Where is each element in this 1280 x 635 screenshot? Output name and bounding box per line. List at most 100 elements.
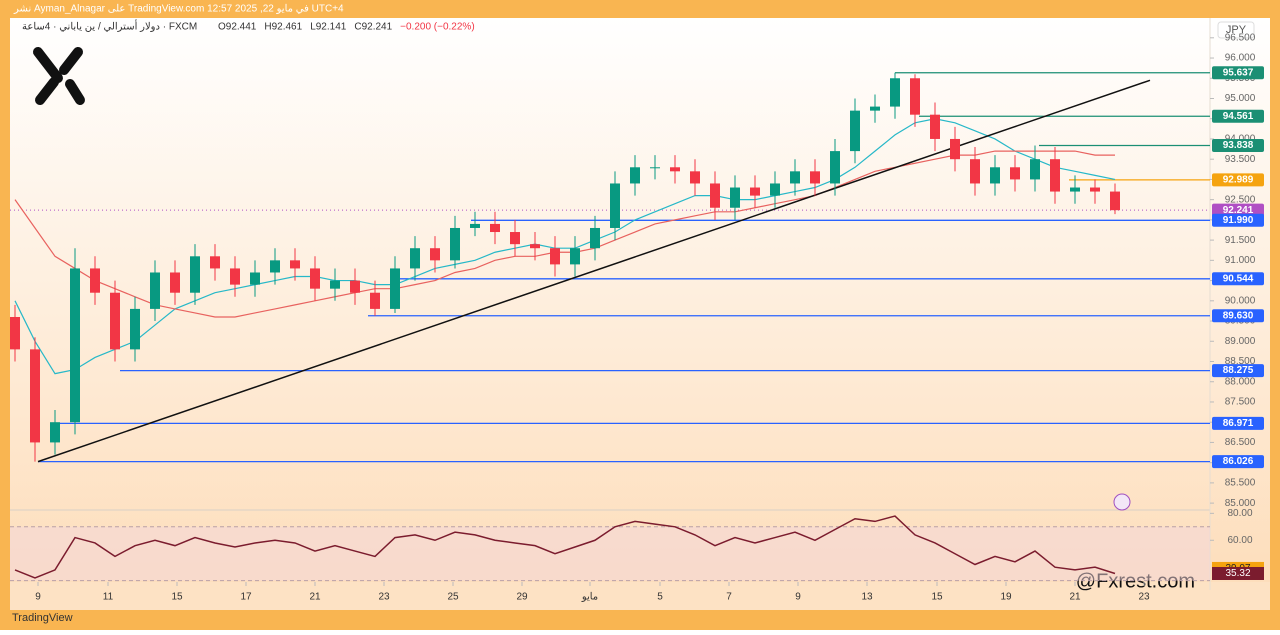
candle-body bbox=[710, 183, 720, 208]
candle-body bbox=[1090, 187, 1100, 192]
candle-body bbox=[470, 223, 480, 228]
ohlc-value: C92.241 bbox=[354, 22, 392, 33]
level-label-box bbox=[1212, 109, 1264, 123]
candle-body bbox=[270, 260, 280, 273]
candle-body bbox=[570, 248, 580, 265]
symbol: دولار أسترالي / ين ياباني · 4ساعة · FXCM bbox=[22, 20, 197, 33]
ohlc-legend: O92.441 H92.461 L92.141 C92.241 −0.200 (−0.2… bbox=[218, 22, 475, 33]
level-label-box bbox=[1212, 139, 1264, 153]
candle-body bbox=[150, 272, 160, 309]
trendline bbox=[37, 79, 1151, 463]
y-tick-label: 88.000 bbox=[1225, 376, 1256, 387]
y-tick-label: 88.500 bbox=[1225, 356, 1256, 367]
y-tick-label: 87.500 bbox=[1225, 397, 1256, 408]
x-tick-label: 21 bbox=[1069, 592, 1081, 603]
level-label: 89.630 bbox=[1223, 310, 1254, 321]
x-tick-label: 25 bbox=[447, 592, 459, 603]
y-tick-label: 90.000 bbox=[1225, 295, 1256, 306]
y-tick-label: 96.000 bbox=[1225, 53, 1256, 64]
candle-body bbox=[250, 272, 260, 285]
x-tick-label: 7 bbox=[726, 592, 732, 603]
alert-icon bbox=[1113, 493, 1131, 511]
candle-body bbox=[290, 260, 300, 269]
candle-body bbox=[1010, 167, 1020, 180]
candle-body bbox=[330, 280, 340, 289]
candle-body bbox=[790, 171, 800, 184]
candle-body bbox=[170, 272, 180, 293]
level-label: 91.990 bbox=[1223, 215, 1254, 226]
level-label-box bbox=[1212, 309, 1264, 323]
x-tick-label: 15 bbox=[171, 592, 183, 603]
x-tick-label: 9 bbox=[795, 592, 801, 603]
candle-body bbox=[130, 308, 140, 350]
rsi-line bbox=[14, 515, 1116, 579]
level-label: 94.561 bbox=[1223, 111, 1254, 122]
candle-body bbox=[50, 422, 60, 443]
candle-body bbox=[1030, 159, 1040, 180]
y-tick-label: 91.000 bbox=[1225, 255, 1256, 266]
time-axis-bg bbox=[10, 582, 1270, 610]
candle-body bbox=[830, 151, 840, 184]
candle-body bbox=[350, 280, 360, 293]
ohlc-value: O92.441 bbox=[218, 22, 257, 33]
level-label-box bbox=[1212, 272, 1264, 286]
ohlc-value: H92.461 bbox=[264, 22, 302, 33]
candle-body bbox=[370, 292, 380, 309]
level-label: 90.544 bbox=[1223, 273, 1254, 284]
x-tick-label: 17 bbox=[240, 592, 252, 603]
x-tick-label: 19 bbox=[1000, 592, 1012, 603]
candle-body bbox=[1050, 159, 1060, 192]
ohlc-value: −0.200 (−0.22%) bbox=[400, 22, 475, 33]
rsi-last-label: 35.32 bbox=[1225, 568, 1250, 579]
candle-body bbox=[730, 187, 740, 208]
candle-body bbox=[870, 106, 880, 111]
candle-body bbox=[310, 268, 320, 289]
candle-body bbox=[850, 110, 860, 152]
candle-body bbox=[430, 248, 440, 261]
x-tick-label: 9 bbox=[35, 592, 41, 603]
y-tick-label: 86.500 bbox=[1225, 437, 1256, 448]
candle-body bbox=[930, 114, 940, 139]
level-label: 92.989 bbox=[1223, 175, 1254, 186]
publisher: نشر Ayman_Alnagar على TradingView.com في… bbox=[13, 4, 344, 15]
level-label-box bbox=[1212, 213, 1264, 227]
candle-body bbox=[30, 349, 40, 443]
level-label: 93.838 bbox=[1223, 140, 1254, 151]
candle-body bbox=[970, 159, 980, 184]
candle-body bbox=[770, 183, 780, 196]
candle-body bbox=[950, 138, 960, 160]
x-tick-label: 15 bbox=[931, 592, 943, 603]
candle-body bbox=[1110, 191, 1120, 211]
currency-box bbox=[1217, 21, 1255, 39]
y-tick-label: 93.500 bbox=[1225, 154, 1256, 165]
x-tick-label: 23 bbox=[378, 592, 390, 603]
level-label: 92.241 bbox=[1223, 205, 1254, 216]
rsi-last-box bbox=[1212, 566, 1264, 580]
level-label: 86.971 bbox=[1223, 418, 1254, 429]
candle-body bbox=[810, 171, 820, 184]
x-tick-label: 11 bbox=[103, 592, 114, 603]
candle-body bbox=[610, 183, 620, 228]
brand: TradingView bbox=[12, 612, 73, 624]
ohlc-value: L92.141 bbox=[310, 22, 347, 33]
candle-body bbox=[70, 268, 80, 423]
moving-average bbox=[14, 150, 1115, 318]
x-tick-label: 13 bbox=[861, 592, 873, 603]
candle-body bbox=[690, 171, 700, 184]
candle-body bbox=[450, 227, 460, 261]
x-tick-label: 21 bbox=[309, 592, 321, 603]
candle-body bbox=[550, 248, 560, 265]
candle-body bbox=[510, 232, 520, 245]
y-tick-label: 89.000 bbox=[1225, 336, 1256, 347]
level-label-box bbox=[1212, 173, 1264, 187]
level-label-box bbox=[1212, 364, 1264, 378]
level-label-box bbox=[1212, 455, 1264, 469]
x-tick-label: 29 bbox=[516, 592, 528, 603]
y-tick-label: 95.000 bbox=[1225, 93, 1256, 104]
candle-body bbox=[110, 292, 120, 350]
rsi-tick-label: 80.00 bbox=[1227, 508, 1252, 519]
level-label: 95.637 bbox=[1223, 67, 1254, 78]
candle-body bbox=[230, 268, 240, 285]
level-label-box bbox=[1212, 203, 1264, 217]
